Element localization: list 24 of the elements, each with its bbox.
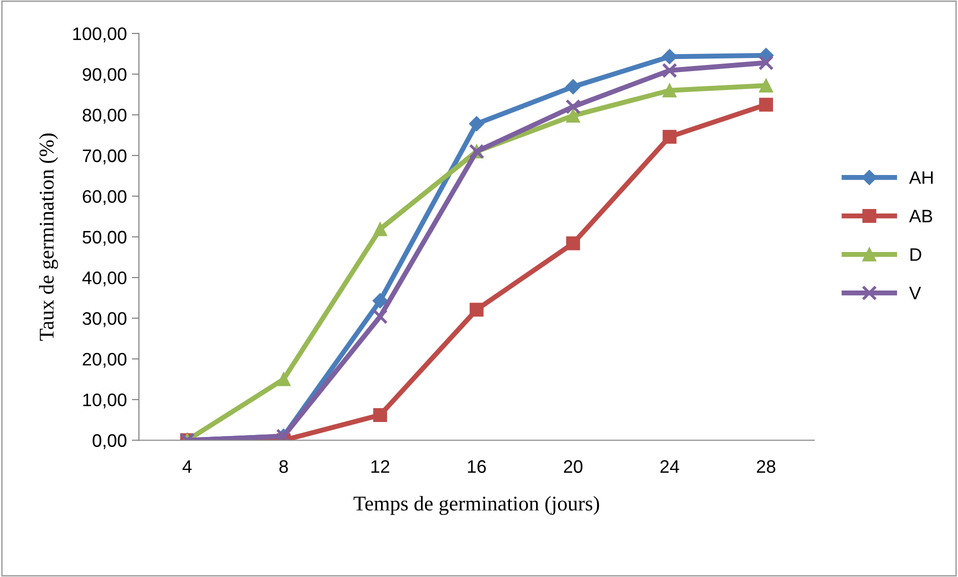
x-tick-label: 4 [182,460,192,473]
legend-label: D [910,248,922,261]
x-tick-label: 12 [371,460,390,473]
y-axis-title: Taux de germination (%) [39,134,58,341]
y-tick-label: 100,00 [73,27,126,42]
x-axis-title: Temps de germination (jours) [354,496,600,515]
y-tick-label: 10,00 [83,394,126,408]
y-tick-label: 30,00 [82,312,126,328]
x-tick-label: 16 [468,460,486,473]
y-tick-label: 0,00 [92,434,126,450]
x-tick-label: 24 [660,460,680,473]
legend-label: AB [909,210,932,222]
legend-label: AH [909,171,933,184]
y-tick-label: 40,00 [82,271,126,286]
y-tick-label: 80,00 [82,108,126,124]
legend-label: V [909,286,922,300]
y-tick-label: 50,00 [82,230,126,246]
y-tick-label: 90,00 [82,68,126,83]
x-tick-label: 20 [564,460,582,473]
y-tick-label: 60,00 [82,190,126,206]
y-tick-label: 20,00 [82,352,126,368]
x-tick-label: 28 [756,460,776,473]
x-tick-label: 8 [279,460,288,473]
y-tick-label: 70,00 [82,149,126,164]
